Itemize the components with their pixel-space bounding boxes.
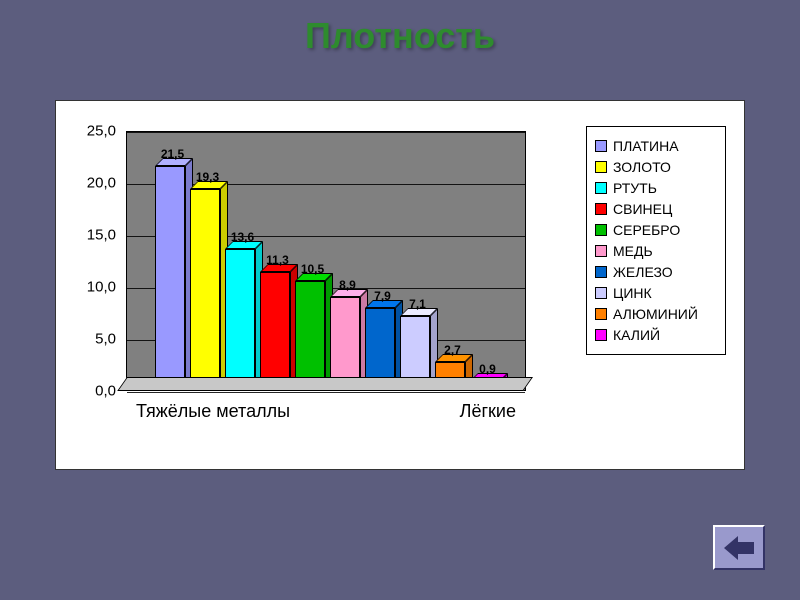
bar-2 — [225, 249, 255, 390]
bar-value-label: 7,1 — [398, 297, 438, 311]
legend-item: ЖЕЛЕЗО — [595, 264, 717, 280]
legend-swatch — [595, 161, 607, 173]
bar-0 — [155, 166, 185, 390]
ytick-label: 25,0 — [76, 123, 116, 140]
legend-item: КАЛИЙ — [595, 327, 717, 343]
legend-label: РТУТЬ — [613, 180, 657, 196]
legend-label: ЦИНК — [613, 285, 652, 301]
ytick-label: 10,0 — [76, 279, 116, 296]
bar-3 — [260, 272, 290, 390]
ytick-label: 5,0 — [76, 331, 116, 348]
bar-1 — [190, 189, 220, 390]
bar-4 — [295, 281, 325, 390]
bar-value-label: 8,9 — [328, 278, 368, 292]
legend-label: ЖЕЛЕЗО — [613, 264, 673, 280]
legend-swatch — [595, 308, 607, 320]
ytick-label: 0,0 — [76, 383, 116, 400]
legend-swatch — [595, 224, 607, 236]
legend-label: ЗОЛОТО — [613, 159, 671, 175]
bar-value-label: 7,9 — [363, 289, 403, 303]
chart-card: 0,0 5,0 10,0 15,0 20,0 25,0 21,5 19,3 13,6 11,31… — [55, 100, 745, 470]
legend-label: АЛЮМИНИЙ — [613, 306, 698, 322]
legend-item: МЕДЬ — [595, 243, 717, 259]
bar-value-label: 13,6 — [223, 230, 263, 244]
legend-swatch — [595, 245, 607, 257]
bar-value-label: 21,5 — [153, 147, 193, 161]
xaxis-label-right: Лёгкие — [460, 401, 516, 422]
bar-value-label: 0,9 — [468, 362, 508, 376]
legend: ПЛАТИНА ЗОЛОТО РТУТЬ СВИНЕЦ СЕРЕБРО МЕДЬ ЖЕЛЕЗ… — [586, 126, 726, 355]
legend-swatch — [595, 266, 607, 278]
x-axis: Тяжёлые металлы Лёгкие — [126, 401, 526, 422]
page-title: Плотность — [0, 0, 800, 57]
ytick-label: 20,0 — [76, 175, 116, 192]
legend-swatch — [595, 182, 607, 194]
bar-value-label: 2,7 — [433, 343, 473, 357]
legend-label: ПЛАТИНА — [613, 138, 679, 154]
legend-label: СВИНЕЦ — [613, 201, 672, 217]
chart-area: 0,0 5,0 10,0 15,0 20,0 25,0 21,5 19,3 13,6 11,31… — [76, 121, 566, 451]
back-button[interactable] — [713, 525, 765, 570]
legend-label: КАЛИЙ — [613, 327, 660, 343]
legend-item: СЕРЕБРО — [595, 222, 717, 238]
bar-value-label: 10,5 — [293, 262, 333, 276]
legend-item: ЗОЛОТО — [595, 159, 717, 175]
legend-item: АЛЮМИНИЙ — [595, 306, 717, 322]
xaxis-label-left: Тяжёлые металлы — [136, 401, 290, 422]
ytick-label: 15,0 — [76, 227, 116, 244]
legend-swatch — [595, 140, 607, 152]
legend-label: МЕДЬ — [613, 243, 653, 259]
legend-label: СЕРЕБРО — [613, 222, 680, 238]
legend-swatch — [595, 329, 607, 341]
back-arrow-icon — [724, 536, 754, 560]
bar-value-label: 11,3 — [258, 253, 298, 267]
legend-item: ПЛАТИНА — [595, 138, 717, 154]
legend-swatch — [595, 203, 607, 215]
gridline — [127, 392, 525, 393]
legend-item: СВИНЕЦ — [595, 201, 717, 217]
legend-item: РТУТЬ — [595, 180, 717, 196]
bar-value-label: 19,3 — [188, 170, 228, 184]
legend-item: ЦИНК — [595, 285, 717, 301]
legend-swatch — [595, 287, 607, 299]
